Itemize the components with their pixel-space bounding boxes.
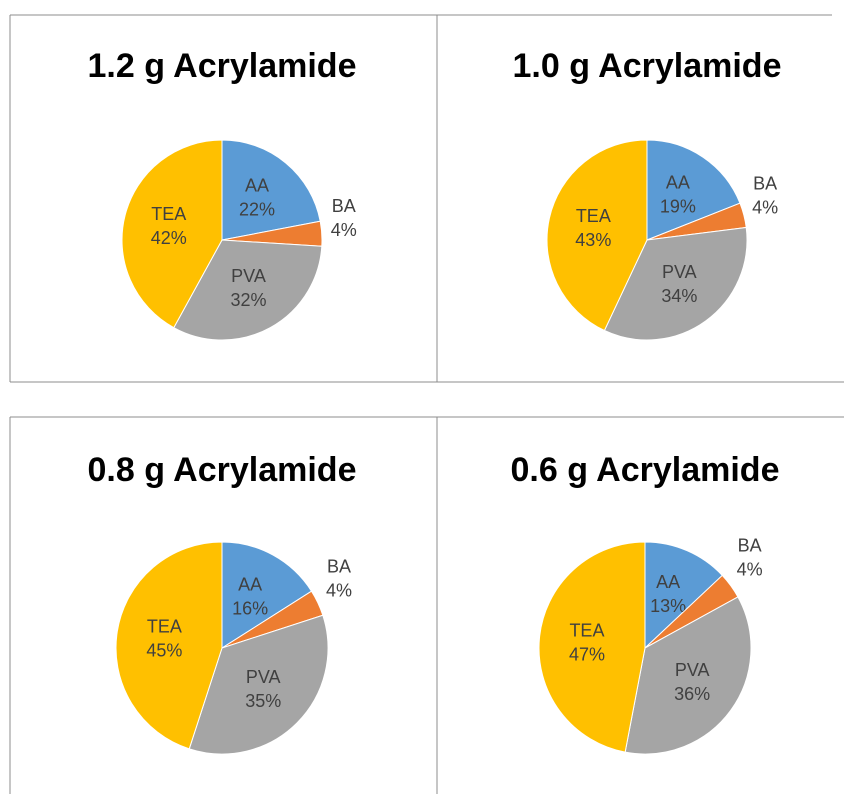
- slice-value: 4%: [752, 197, 778, 217]
- slice-value: 19%: [660, 196, 696, 216]
- slice-value: 35%: [245, 691, 281, 711]
- slice-category: BA: [753, 173, 777, 193]
- slice-value: 36%: [674, 684, 710, 704]
- slice-value: 34%: [661, 286, 697, 306]
- pie-slice: [121, 139, 223, 329]
- slice-value: 16%: [232, 599, 268, 619]
- pie-slice: [646, 139, 741, 241]
- slice-value: 13%: [650, 596, 686, 616]
- slice-category: AA: [656, 572, 680, 592]
- slice-category: TEA: [151, 204, 186, 224]
- slice-category: TEA: [147, 617, 182, 637]
- slice-category: PVA: [246, 667, 281, 687]
- chart-title: 1.0 g Acrylamide: [513, 47, 782, 85]
- slice-category: BA: [327, 557, 351, 577]
- slice-value: 4%: [326, 581, 352, 601]
- chart-title: 0.8 g Acrylamide: [88, 451, 357, 489]
- slice-category: AA: [238, 575, 262, 595]
- slice-category: PVA: [662, 262, 697, 282]
- slice-category: BA: [332, 196, 356, 216]
- slice-category: BA: [738, 536, 762, 556]
- slice-value: 43%: [575, 230, 611, 250]
- slice-value: 4%: [331, 220, 357, 240]
- pie-slice: [546, 139, 648, 332]
- slice-value: 42%: [151, 228, 187, 248]
- slice-category: PVA: [675, 660, 710, 680]
- pie-slice: [538, 541, 646, 753]
- chart-title: 1.2 g Acrylamide: [88, 47, 357, 85]
- slice-value: 47%: [569, 644, 605, 664]
- pie-slice: [624, 596, 752, 755]
- pie-slice: [115, 541, 223, 750]
- slice-category: TEA: [576, 206, 611, 226]
- slice-category: TEA: [569, 620, 604, 640]
- slice-value: 22%: [239, 199, 275, 219]
- slice-category: AA: [666, 172, 690, 192]
- pie-slice: [221, 541, 313, 649]
- slice-value: 4%: [737, 560, 763, 580]
- slice-value: 45%: [146, 641, 182, 661]
- slice-value: 32%: [230, 290, 266, 310]
- pie-slice: [188, 614, 329, 755]
- pie-slice: [173, 239, 323, 341]
- pie-slice: [644, 541, 723, 650]
- pie-slice: [221, 139, 321, 241]
- slice-category: PVA: [231, 266, 266, 286]
- slice-category: AA: [245, 175, 269, 195]
- chart-title: 0.6 g Acrylamide: [511, 451, 780, 489]
